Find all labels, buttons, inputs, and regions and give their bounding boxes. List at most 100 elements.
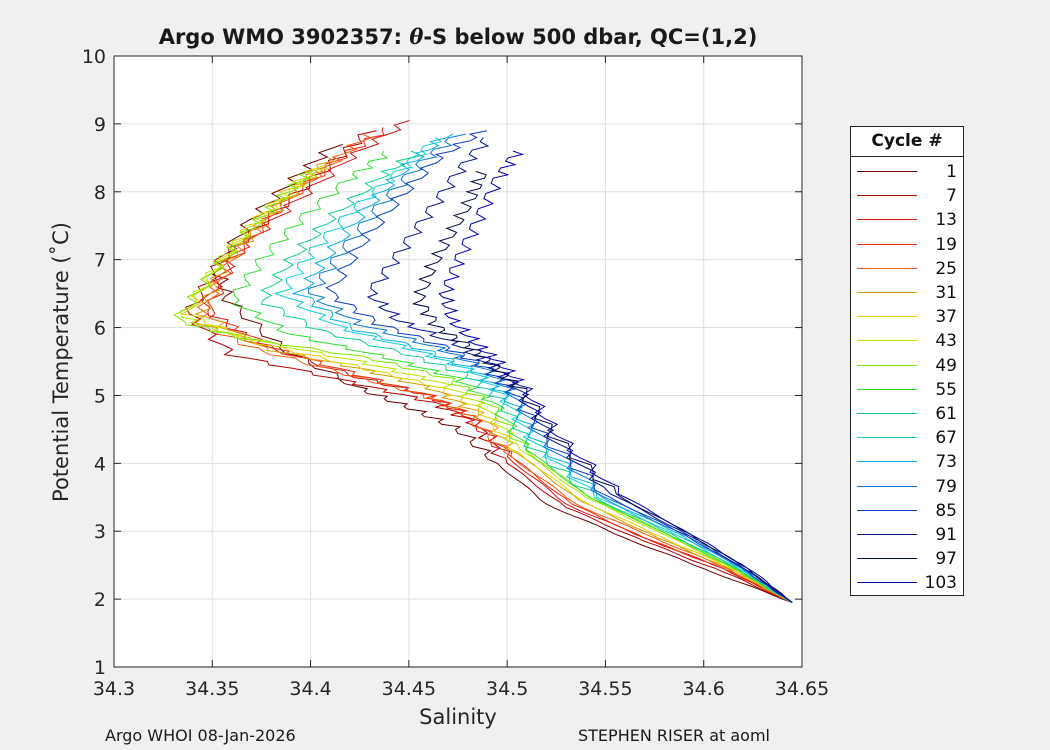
y-tick-label: 3 [94, 521, 106, 543]
y-axis-label: Potential Temperature (˚C) [49, 222, 73, 502]
legend-swatch [857, 558, 917, 560]
y-tick-label: 5 [94, 385, 106, 407]
legend-swatch [857, 485, 917, 487]
legend-label: 25 [935, 258, 957, 279]
legend-label: 55 [935, 379, 957, 400]
legend-swatch [857, 582, 917, 584]
legend-label: 19 [935, 234, 957, 255]
legend-swatch [857, 534, 917, 535]
legend-label: 79 [935, 476, 957, 497]
series-line-cycle-43 [179, 167, 793, 603]
series-line-cycle-79 [308, 133, 793, 603]
x-tick-label: 34.35 [185, 678, 239, 700]
title-theta: θ [409, 24, 424, 49]
x-tick-label: 34.6 [683, 678, 725, 700]
y-tick-label: 2 [94, 589, 106, 611]
legend-label: 31 [935, 283, 957, 303]
series-line-cycle-19 [206, 127, 793, 603]
legend-label: 73 [935, 452, 957, 473]
plot-frame [113, 55, 803, 668]
y-tick-label: 10 [82, 46, 106, 68]
footer-right-text: STEPHEN RISER at aoml [578, 726, 770, 745]
y-tick-label: 7 [94, 250, 106, 272]
y-tick-label: 4 [94, 453, 106, 475]
legend-swatch [857, 437, 917, 439]
x-tick-label: 34.55 [578, 678, 632, 700]
series-line-cycle-37 [180, 164, 793, 603]
legend-label: 43 [935, 331, 957, 352]
x-tick-label: 34.5 [486, 678, 528, 700]
legend-item: 19 [851, 233, 963, 257]
legend-item: 103 [851, 571, 963, 595]
series-line-cycle-13 [199, 120, 793, 603]
y-tick-label: 9 [94, 114, 106, 136]
legend-swatch [857, 509, 917, 511]
legend-item: 73 [851, 450, 963, 474]
legend-item: 13 [851, 208, 963, 232]
series-line-cycle-61 [260, 150, 793, 603]
legend-item: 43 [851, 329, 963, 353]
legend-swatch [857, 340, 917, 342]
legend-swatch [857, 171, 917, 172]
legend-item: 97 [851, 547, 963, 571]
legend-label: 1 [946, 162, 957, 182]
y-tick-label: 6 [94, 318, 106, 340]
plot-area [114, 56, 802, 667]
series-group [173, 120, 793, 603]
x-tick-label: 34.4 [289, 678, 331, 700]
x-tick-label: 34.65 [775, 678, 829, 700]
legend-label: 91 [935, 525, 957, 545]
series-line-cycle-103 [438, 150, 793, 603]
legend-item: 67 [851, 426, 963, 450]
legend-swatch [857, 461, 917, 463]
legend-label: 61 [935, 404, 957, 424]
legend-item: 61 [851, 402, 963, 426]
legend-label: 97 [935, 549, 957, 570]
legend-item: 91 [851, 523, 963, 547]
legend-swatch [857, 364, 917, 366]
legend-item: 79 [851, 475, 963, 499]
legend-swatch [857, 292, 917, 293]
series-line-cycle-85 [325, 130, 793, 603]
legend-label: 37 [935, 307, 957, 328]
legend-label: 67 [935, 428, 957, 449]
chart-title: Argo WMO 3902357: θ-S below 500 dbar, QC… [0, 24, 916, 49]
legend-label: 85 [935, 500, 957, 521]
legend-swatch [857, 195, 917, 197]
title-prefix: Argo WMO 3902357: [158, 25, 410, 49]
series-line-cycle-1 [211, 143, 793, 603]
legend-swatch [857, 388, 917, 390]
legend-item: 7 [851, 184, 963, 208]
legend-item: 49 [851, 354, 963, 378]
legend-label: 7 [946, 186, 957, 207]
legend-item: 1 [851, 160, 963, 184]
legend: Cycle # 1 7 13 19 25 31 37 43 49 55 61 67 73 79 85 91 97… [850, 126, 964, 596]
series-line-cycle-91 [366, 137, 793, 603]
legend-label: 49 [935, 355, 957, 376]
legend-swatch [857, 267, 917, 269]
series-line-cycle-55 [231, 150, 793, 603]
footer-left-text: Argo WHOI 08-Jan-2026 [105, 726, 296, 745]
y-tick-label: 1 [94, 657, 106, 679]
title-suffix: -S below 500 dbar, QC=(1,2) [423, 25, 758, 49]
series-line-cycle-73 [291, 133, 793, 603]
x-tick-label: 34.45 [382, 678, 436, 700]
legend-label: 103 [924, 573, 957, 594]
legend-title: Cycle # [851, 127, 963, 157]
legend-item: 55 [851, 378, 963, 402]
series-line-cycle-7 [184, 130, 793, 603]
x-tick-label: 34.3 [93, 678, 135, 700]
legend-swatch [857, 243, 917, 245]
legend-item: 37 [851, 305, 963, 329]
y-tick-label: 8 [94, 182, 106, 204]
legend-swatch [857, 219, 917, 221]
legend-label: 13 [935, 210, 957, 231]
legend-swatch [857, 413, 917, 414]
axis-ticks: 34.3 34.35 34.4 34.45 34.5 34.55 34.6 34.65 1 2 3 4… [82, 46, 829, 700]
x-axis-label: Salinity [419, 705, 497, 729]
legend-item: 85 [851, 499, 963, 523]
legend-swatch [857, 316, 917, 318]
legend-item: 31 [851, 281, 963, 305]
legend-item: 25 [851, 257, 963, 281]
